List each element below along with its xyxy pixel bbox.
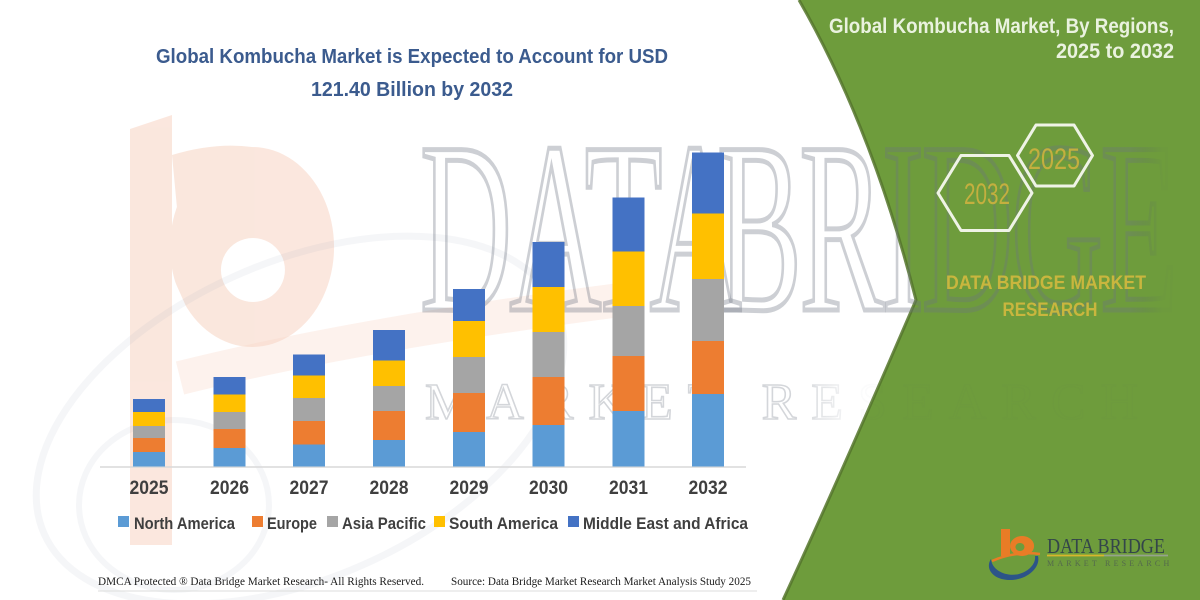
svg-text:2027: 2027 — [290, 478, 329, 499]
svg-text:MARKET RESEARCH: MARKET RESEARCH — [1047, 559, 1172, 568]
svg-text:South America: South America — [449, 515, 559, 533]
svg-text:2025 to 2032: 2025 to 2032 — [1056, 40, 1174, 63]
svg-text:DATA BRIDGE: DATA BRIDGE — [1047, 534, 1165, 558]
svg-text:2031: 2031 — [609, 478, 648, 499]
svg-text:Global Kombucha Market, By Reg: Global Kombucha Market, By Regions, — [829, 15, 1174, 38]
svg-text:2032: 2032 — [689, 478, 728, 499]
svg-text:Middle East and Africa: Middle East and Africa — [583, 515, 749, 533]
svg-text:DMCA Protected ® Data Bridge M: DMCA Protected ® Data Bridge Market Rese… — [98, 574, 424, 588]
svg-text:2025: 2025 — [1028, 143, 1080, 176]
svg-text:Global Kombucha Market is Expe: Global Kombucha Market is Expected to Ac… — [156, 46, 668, 68]
svg-text:2030: 2030 — [529, 478, 568, 499]
svg-text:RESEARCH: RESEARCH — [1003, 300, 1098, 321]
svg-text:2029: 2029 — [450, 478, 489, 499]
svg-text:Source: Data Bridge Market Res: Source: Data Bridge Market Research Mark… — [451, 574, 751, 588]
svg-text:DATA BRIDGE MARKET: DATA BRIDGE MARKET — [946, 273, 1146, 294]
svg-text:Asia Pacific: Asia Pacific — [342, 515, 426, 533]
svg-text:Europe: Europe — [267, 515, 317, 533]
svg-text:2025: 2025 — [130, 478, 169, 499]
svg-text:BRIDGE: BRIDGE — [717, 93, 1176, 364]
svg-text:North America: North America — [134, 515, 236, 533]
svg-text:2032: 2032 — [964, 178, 1010, 211]
svg-text:2028: 2028 — [370, 478, 409, 499]
svg-text:2026: 2026 — [210, 478, 249, 499]
svg-text:121.40 Billion by 2032: 121.40 Billion by 2032 — [311, 79, 513, 101]
